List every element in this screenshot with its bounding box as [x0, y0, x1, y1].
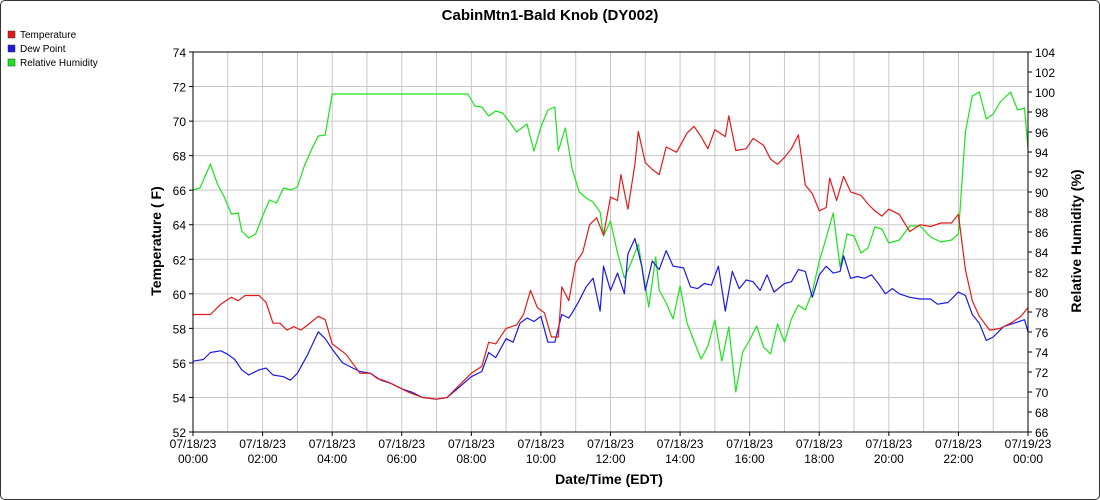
x-tick-time: 06:00 — [387, 452, 417, 466]
x-tick-time: 20:00 — [874, 452, 904, 466]
y-tick-label: 72 — [173, 81, 187, 95]
y-tick-label: 74 — [173, 46, 187, 60]
y2-tick-label: 98 — [1035, 106, 1049, 120]
plot-border — [192, 51, 1029, 433]
y2-tick-label: 82 — [1035, 266, 1049, 280]
x-tick-time: 00:00 — [178, 452, 208, 466]
y2-tick-label: 96 — [1035, 126, 1049, 140]
dew-point-legend-label: Dew Point — [20, 44, 66, 55]
y-tick-label: 54 — [173, 391, 187, 405]
grid — [192, 51, 1029, 433]
y2-tick-label: 68 — [1035, 406, 1049, 420]
y-tick-label: 62 — [173, 253, 187, 267]
y-tick-label: 66 — [173, 184, 187, 198]
x-tick-date: 07/18/23 — [170, 437, 217, 451]
chart-title: CabinMtn1-Bald Knob (DY002) — [442, 7, 659, 24]
y2-tick-label: 70 — [1035, 386, 1049, 400]
y2-tick-label: 74 — [1035, 346, 1049, 360]
y2-tick-label: 104 — [1035, 46, 1055, 60]
y-tick-label: 68 — [173, 150, 187, 164]
x-tick-time: 16:00 — [735, 452, 765, 466]
legend: Temperature Dew Point Relative Humidity — [7, 30, 98, 69]
x-tick-time: 12:00 — [595, 452, 625, 466]
x-tick-date: 07/18/23 — [378, 437, 425, 451]
y2-tick-label: 80 — [1035, 286, 1049, 300]
y-tick-label: 52 — [173, 426, 187, 440]
series-lines — [192, 91, 1029, 400]
x-tick-time: 08:00 — [456, 452, 486, 466]
y2-tick-label: 100 — [1035, 86, 1055, 100]
x-axis-label: Date/Time (EDT) — [555, 471, 663, 487]
y2-tick-label: 90 — [1035, 186, 1049, 200]
x-tick-date: 07/19/23 — [1005, 437, 1052, 451]
y2-tick-label: 76 — [1035, 326, 1049, 340]
y-tick-label: 70 — [173, 115, 187, 129]
y2-tick-label: 92 — [1035, 166, 1049, 180]
x-tick-time: 18:00 — [804, 452, 834, 466]
temperature-legend-swatch — [7, 30, 16, 39]
y2-tick-label: 88 — [1035, 206, 1049, 220]
x-tick-date: 07/18/23 — [518, 437, 565, 451]
x-tick-time: 02:00 — [248, 452, 278, 466]
y2-tick-label: 78 — [1035, 306, 1049, 320]
x-tick-time: 14:00 — [665, 452, 695, 466]
x-tick-time: 10:00 — [526, 452, 556, 466]
x-tick-date: 07/18/23 — [796, 437, 843, 451]
x-tick-date: 07/18/23 — [239, 437, 286, 451]
y-tick-label: 56 — [173, 357, 187, 371]
y2-tick-label: 86 — [1035, 226, 1049, 240]
y2-tick-label: 84 — [1035, 246, 1049, 260]
y2-tick-label: 66 — [1035, 426, 1049, 440]
relative-humidity-legend-label: Relative Humidity — [20, 58, 98, 69]
y-tick-label: 60 — [173, 288, 187, 302]
relative-humidity-line — [192, 91, 1029, 393]
temperature-line — [193, 115, 1029, 400]
axes: 52 54 56 58 60 62 64 66 68 70 72 74 66 68 70 72 74 76 78 80… — [170, 46, 1056, 466]
y-tick-label: 64 — [173, 219, 187, 233]
y-axis-label: Temperature ( F) — [148, 186, 164, 295]
x-tick-time: 22:00 — [943, 452, 973, 466]
x-tick-date: 07/18/23 — [309, 437, 356, 451]
y-tick-label: 58 — [173, 322, 187, 336]
x-tick-date: 07/18/23 — [448, 437, 495, 451]
relative-humidity-legend-swatch — [7, 58, 16, 67]
dew-point-line — [192, 237, 1029, 400]
x-tick-date: 07/18/23 — [726, 437, 773, 451]
x-tick-time: 04:00 — [317, 452, 347, 466]
y2-tick-label: 72 — [1035, 366, 1049, 380]
temperature-legend-label: Temperature — [20, 30, 77, 41]
x-tick-date: 07/18/23 — [657, 437, 704, 451]
x-tick-date: 07/18/23 — [935, 437, 982, 451]
y2-axis-label: Relative Humidity (%) — [1068, 169, 1084, 312]
y2-tick-label: 102 — [1035, 66, 1055, 80]
dew-point-legend-swatch — [7, 44, 16, 53]
x-tick-date: 07/18/23 — [587, 437, 634, 451]
x-tick-time: 00:00 — [1013, 452, 1043, 466]
y2-tick-label: 94 — [1035, 146, 1049, 160]
x-tick-date: 07/18/23 — [865, 437, 912, 451]
